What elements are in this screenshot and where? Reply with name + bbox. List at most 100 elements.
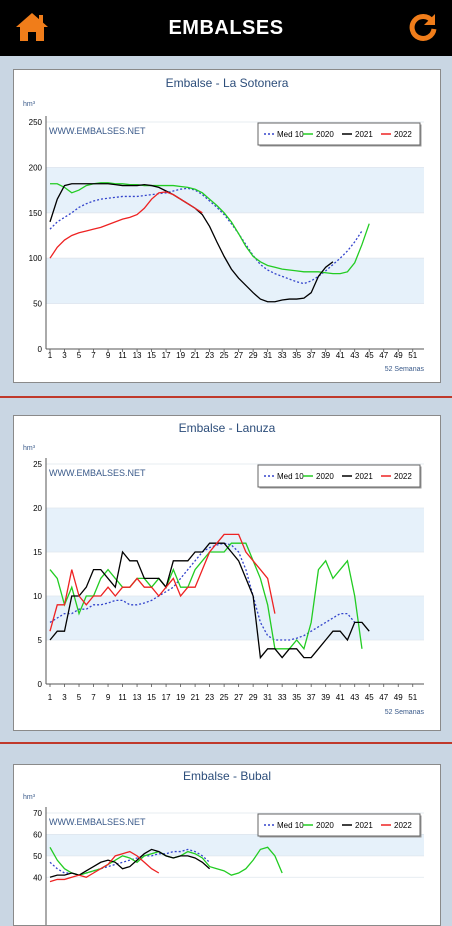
- x-tick-label: 35: [292, 693, 301, 702]
- x-tick-label: 5: [77, 351, 82, 360]
- x-tick-label: 33: [278, 351, 287, 360]
- y-tick-label: 100: [29, 254, 43, 263]
- x-tick-label: 27: [234, 693, 243, 702]
- legend-box: [257, 464, 421, 488]
- x-tick-label: 11: [118, 351, 127, 360]
- app-header: EMBALSES: [0, 0, 452, 56]
- y-tick-label: 0: [38, 345, 43, 354]
- series-line-med10: [49, 848, 211, 876]
- chart-card-3: Embalse - Bubal hm³ 40 50 60 70 WWW.EMBALSES.N…: [13, 764, 441, 926]
- x-tick-label: 27: [234, 351, 243, 360]
- legend-box: [257, 122, 421, 146]
- home-button[interactable]: [14, 10, 50, 44]
- series-line-2021: [49, 542, 370, 660]
- x-tick-label: 13: [133, 351, 142, 360]
- x-tick-label: 25: [220, 693, 229, 702]
- grid-band: [46, 508, 424, 552]
- x-tick-label: 7: [91, 351, 96, 360]
- x-tick-label: 45: [365, 693, 374, 702]
- y-tick-label: 250: [29, 118, 43, 127]
- y-tick-label: 70: [33, 809, 42, 818]
- legend-label: 2020: [316, 472, 334, 481]
- x-tick-label: 21: [191, 351, 200, 360]
- x-tick-label: 29: [249, 693, 258, 702]
- x-tick-label: 21: [191, 693, 200, 702]
- grid-band: [46, 167, 424, 213]
- x-tick-label: 45: [365, 351, 374, 360]
- x-tick-label: 39: [321, 351, 330, 360]
- series-line-2022: [49, 850, 160, 883]
- x-tick-label: 3: [62, 693, 67, 702]
- x-tick-label: 47: [379, 693, 388, 702]
- watermark-text: WWW.EMBALSES.NET: [49, 126, 146, 136]
- x-tick-label: 47: [379, 351, 388, 360]
- x-tick-label: 1: [48, 693, 53, 702]
- home-icon: [16, 13, 48, 41]
- series-line-2022: [49, 533, 276, 632]
- x-tick-label: 37: [307, 351, 316, 360]
- series-line-2021: [49, 848, 211, 878]
- x-tick-label: 41: [336, 351, 345, 360]
- chart-section-2: Embalse - Lanuza hm³ 0 5 10 15 20 25 1 3 5 7 9 11 13 15…: [0, 398, 452, 742]
- refresh-button[interactable]: [408, 12, 438, 42]
- watermark-text: WWW.EMBALSES.NET: [49, 468, 146, 478]
- y-unit-label: hm³: [23, 445, 36, 452]
- x-tick-label: 19: [176, 351, 185, 360]
- legend-label: 2021: [355, 130, 373, 139]
- refresh-icon: [409, 13, 437, 41]
- x-tick-label: 51: [408, 693, 417, 702]
- x-tick-label: 3: [62, 351, 67, 360]
- page-title: EMBALSES: [168, 16, 284, 39]
- x-tick-label: 33: [278, 693, 287, 702]
- chart-section-1: Embalse - La Sotonera hm³ 0 50 100 150 200 250 1…: [0, 56, 452, 396]
- series-line-2022: [49, 191, 203, 259]
- series-line-2020: [50, 182, 370, 275]
- y-unit-label: hm³: [23, 794, 36, 801]
- x-tick-label: 31: [263, 351, 272, 360]
- y-tick-label: 25: [33, 460, 42, 469]
- series-line-2020: [49, 542, 363, 651]
- reservoir-chart-3: Embalse - Bubal hm³ 40 50 60 70 WWW.EMBALSES.N…: [23, 769, 424, 925]
- x-tick-label: 43: [350, 351, 359, 360]
- x-tick-label: 13: [133, 693, 142, 702]
- x-tick-label: 17: [162, 693, 171, 702]
- reservoir-chart-1: Embalse - La Sotonera hm³ 0 50 100 150 200 250 1…: [23, 76, 424, 373]
- x-tick-label: 5: [77, 693, 82, 702]
- legend-label: Med 10: [277, 472, 304, 481]
- x-tick-label: 25: [220, 351, 229, 360]
- x-tick-label: 49: [394, 693, 403, 702]
- x-tick-label: 49: [394, 351, 403, 360]
- y-tick-label: 150: [29, 209, 43, 218]
- x-tick-label: 31: [263, 693, 272, 702]
- legend-label: 2022: [394, 130, 412, 139]
- y-unit-label: hm³: [23, 101, 36, 108]
- legend-label: Med 10: [277, 130, 304, 139]
- x-tick-label: 15: [147, 351, 156, 360]
- x-tick-label: 23: [205, 351, 214, 360]
- x-tick-label: 39: [321, 693, 330, 702]
- watermark-text: WWW.EMBALSES.NET: [49, 817, 146, 827]
- x-tick-label: 15: [147, 693, 156, 702]
- section-divider: [0, 742, 452, 744]
- x-tick-label: 1: [48, 351, 53, 360]
- chart-card-2: Embalse - Lanuza hm³ 0 5 10 15 20 25 1 3 5 7 9 11 13 15…: [13, 415, 441, 731]
- x-tick-label: 9: [106, 693, 111, 702]
- chart-title: Embalse - Bubal: [183, 769, 271, 783]
- grid-band: [46, 596, 424, 640]
- y-tick-label: 200: [29, 163, 43, 172]
- legend-label: 2021: [355, 472, 373, 481]
- x-tick-label: 41: [336, 693, 345, 702]
- chart-section-3: Embalse - Bubal hm³ 40 50 60 70 WWW.EMBALSES.N…: [0, 744, 452, 926]
- x-tick-label: 51: [408, 351, 417, 360]
- x-tick-label: 29: [249, 351, 258, 360]
- y-tick-label: 10: [33, 592, 42, 601]
- x-tick-label: 7: [91, 693, 96, 702]
- chart-title: Embalse - La Sotonera: [166, 76, 289, 90]
- y-tick-label: 5: [38, 636, 43, 645]
- legend-label: 2021: [355, 821, 373, 830]
- x-tick-label: 23: [205, 693, 214, 702]
- y-tick-label: 20: [33, 504, 42, 513]
- chart-title: Embalse - Lanuza: [179, 421, 276, 435]
- x-tick-label: 17: [162, 351, 171, 360]
